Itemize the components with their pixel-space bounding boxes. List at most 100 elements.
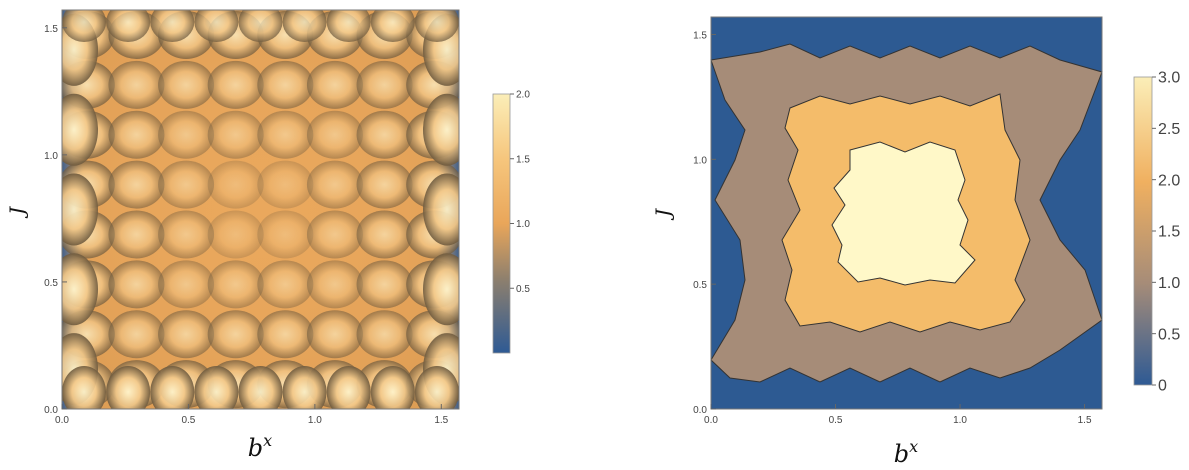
surface-bump [158, 60, 215, 109]
colorbar-tick-label: 2.0 [1158, 172, 1180, 189]
colorbar-tick-label: 0.5 [1158, 326, 1180, 343]
y-tick-label: 0.5 [693, 280, 707, 291]
left-density-plot: 0.0 0.5 1.0 1.5 0.0 0.5 1.0 1.5 bx J 0.5 1.0 1.5 2… [5, 9, 530, 462]
colorbar-ticks-left: 0.5 1.0 1.5 2.0 [510, 90, 530, 295]
surface-bump [207, 210, 264, 259]
x-axis-label-left: bx [248, 431, 272, 462]
y-tick-label: 0.0 [693, 405, 707, 416]
surface-bump [356, 160, 413, 209]
y-tick-label: 1.5 [44, 24, 58, 35]
colorbar-right [1133, 76, 1153, 386]
surface-bump [257, 110, 314, 159]
colorbar-tick-label: 1.5 [1158, 224, 1180, 241]
colorbar-left [492, 93, 511, 354]
surface-bump [108, 110, 165, 159]
edge-lobe [62, 253, 98, 326]
surface-bump [306, 310, 363, 359]
y-tick-label: 0.5 [44, 278, 58, 289]
surface-bump [306, 110, 363, 159]
axis-ticks-left: 0.0 0.5 1.0 1.5 0.0 0.5 1.0 1.5 [44, 24, 449, 426]
right-contour-plot: 0.0 0.5 1.0 1.5 0.0 0.5 1.0 1.5 bx J 0 0.5 1.0 1.5… [651, 16, 1180, 468]
surface-bump [356, 210, 413, 259]
edge-lobe [62, 173, 98, 246]
top-lobe [238, 10, 283, 42]
colorbar-ticks-right: 0 0.5 1.0 1.5 2.0 2.5 3.0 [1152, 70, 1180, 395]
bottom-lobe [106, 366, 151, 409]
surface-bump [108, 260, 165, 309]
edge-lobe [62, 93, 98, 166]
top-lobe [62, 10, 107, 42]
surface-bump [158, 210, 215, 259]
surface-bump [257, 210, 314, 259]
y-tick-label: 0.0 [44, 405, 58, 416]
x-tick-label: 1.0 [308, 415, 322, 426]
colorbar-tick-label: 1.5 [516, 154, 530, 165]
x-tick-label: 1.5 [1078, 415, 1092, 426]
surface-bump [306, 60, 363, 109]
top-lobe [150, 10, 195, 42]
x-tick-label: 1.0 [953, 415, 967, 426]
surface-bump [257, 310, 314, 359]
bottom-lobe [326, 366, 371, 409]
surface-bump [356, 60, 413, 109]
top-lobe [194, 10, 239, 42]
surface-bump [356, 110, 413, 159]
surface-bump [306, 160, 363, 209]
x-tick-label: 0.5 [829, 415, 843, 426]
x-tick-label: 0.0 [704, 415, 718, 426]
bottom-lobe [238, 366, 283, 409]
surface-bump [108, 210, 165, 259]
edge-lobe [423, 93, 459, 166]
surface-bump [108, 60, 165, 109]
surface-bump [257, 60, 314, 109]
colorbar-tick-label: 2.5 [1158, 121, 1180, 138]
colorbar-tick-label: 1.0 [1158, 275, 1180, 292]
surface-bump [257, 160, 314, 209]
y-axis-label-right: J [651, 208, 675, 221]
bottom-lobe [194, 366, 239, 409]
surface-bumps [62, 10, 459, 409]
y-tick-label: 1.0 [44, 151, 58, 162]
top-lobe [370, 10, 415, 42]
y-tick-label: 1.5 [693, 30, 707, 41]
surface-bump [207, 160, 264, 209]
surface-bump [207, 110, 264, 159]
surface-bump [356, 310, 413, 359]
bottom-lobe [150, 366, 195, 409]
colorbar-tick-label: 2.0 [516, 90, 530, 101]
colorbar-tick-label: 3.0 [1158, 70, 1180, 87]
surface-bump [158, 110, 215, 159]
top-lobe [106, 10, 151, 42]
surface-bump [158, 310, 215, 359]
x-tick-label: 0.5 [181, 415, 195, 426]
bottom-lobe [62, 366, 107, 409]
bottom-lobe [414, 366, 459, 409]
colorbar-tick-label: 0 [1158, 378, 1167, 395]
surface-bump [158, 260, 215, 309]
top-lobe [414, 10, 459, 42]
x-axis-label-right: bx [894, 437, 918, 468]
colorbar-tick-label: 0.5 [516, 284, 530, 295]
surface-bump [108, 160, 165, 209]
x-tick-label: 1.5 [434, 415, 448, 426]
surface-bump [257, 260, 314, 309]
plot-frame-right [710, 16, 1103, 410]
surface-bump [306, 210, 363, 259]
surface-bump [306, 260, 363, 309]
y-axis-label-left: J [5, 206, 29, 219]
surface-bump [207, 260, 264, 309]
surface-bump [207, 60, 264, 109]
edge-lobe [423, 253, 459, 326]
surface-bump [207, 310, 264, 359]
contour-band-level-3 [831, 141, 976, 286]
y-tick-label: 1.0 [693, 155, 707, 166]
bottom-lobe [370, 366, 415, 409]
surface-bump [108, 310, 165, 359]
colorbar-tick-label: 1.0 [516, 219, 530, 230]
plot-frame-left [61, 9, 460, 410]
bottom-lobe [282, 366, 327, 409]
top-lobe [326, 10, 371, 42]
axis-ticks-right: 0.0 0.5 1.0 1.5 0.0 0.5 1.0 1.5 [693, 30, 1092, 426]
surface-texture [62, 10, 459, 409]
